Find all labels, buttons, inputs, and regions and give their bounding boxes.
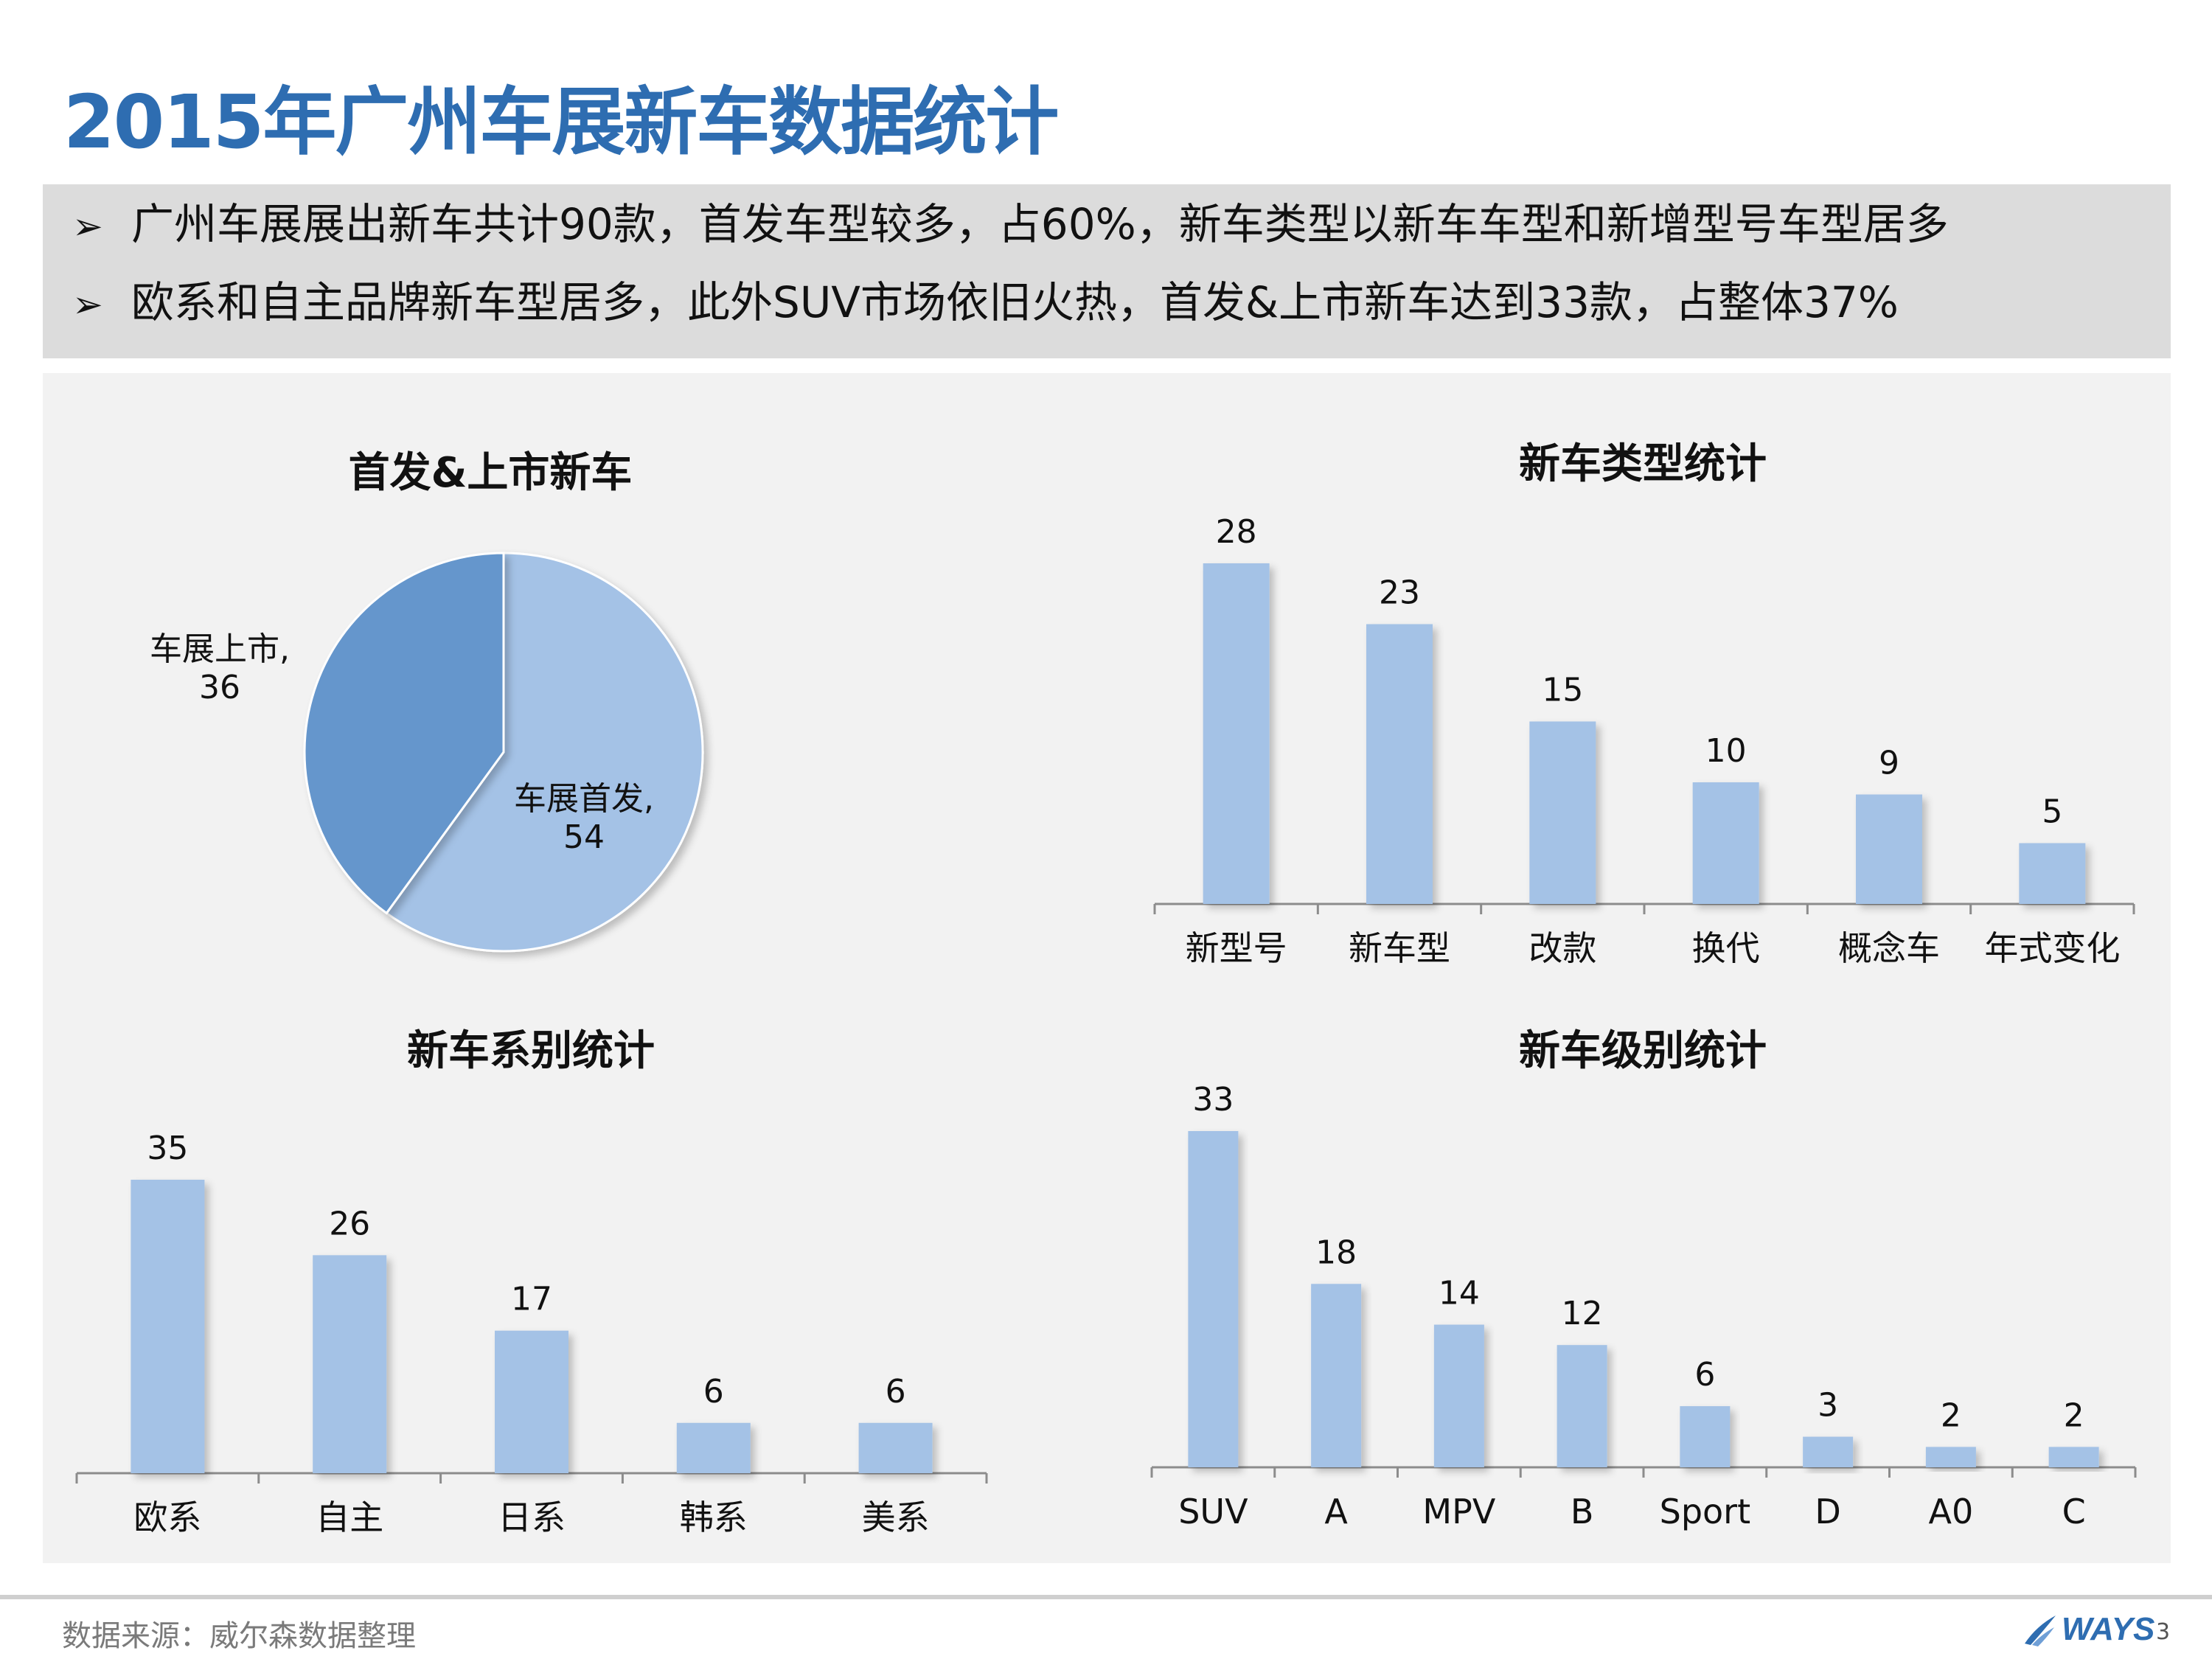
bar-value-label: 6	[703, 1373, 724, 1411]
bar	[1856, 794, 1922, 904]
arrow-bullet-icon: ➢	[72, 205, 103, 248]
bar	[313, 1255, 387, 1473]
logo-text: WAYS	[2062, 1611, 2155, 1647]
bar-value-label: 14	[1439, 1275, 1480, 1312]
bar	[1692, 782, 1759, 904]
x-tick-label: 美系	[862, 1498, 930, 1537]
bar	[2048, 1447, 2099, 1467]
x-tick-label: 自主	[316, 1498, 383, 1537]
bar	[1529, 721, 1596, 904]
pie-slice	[385, 552, 704, 953]
x-tick-label: B	[1571, 1492, 1594, 1531]
bullet-text: 广州车展展出新车共计90款，首发车型较多，占60%，新车类型以新车车型和新增型号…	[131, 199, 1949, 249]
x-tick-label: 韩系	[680, 1498, 748, 1537]
bar	[1311, 1284, 1362, 1467]
chart-title: 新车系别统计	[407, 1027, 655, 1075]
pie-slice-label: 车展上市,	[150, 630, 290, 668]
chart-panel	[43, 373, 2171, 1563]
chart-title: 新车级别统计	[1519, 1027, 1767, 1075]
x-tick-label: 欧系	[133, 1498, 201, 1537]
chart-title: 首发&上市新车	[349, 449, 633, 497]
bar	[1925, 1447, 1976, 1467]
bar	[1803, 1436, 1854, 1467]
bar-value-label: 35	[147, 1130, 188, 1167]
bar-value-label: 12	[1562, 1295, 1603, 1332]
x-tick-label: 新型号	[1186, 928, 1287, 968]
bullet-item: ➢ 广州车展展出新车共计90款，首发车型较多，占60%，新车类型以新车车型和新增型…	[72, 195, 1949, 254]
x-tick-label: Sport	[1660, 1492, 1751, 1531]
bar-value-label: 9	[1879, 745, 1899, 782]
pie-slice-value: 36	[199, 669, 240, 706]
chart-title: 新车类型统计	[1519, 440, 1767, 488]
bar-value-label: 6	[1694, 1356, 1715, 1394]
bar-value-label: 33	[1192, 1081, 1234, 1119]
bullet-item: ➢ 欧系和自主品牌新车型居多，此外SUV市场依旧火热，首发&上市新车达到33款，占…	[72, 273, 1899, 332]
bar	[1203, 563, 1270, 904]
bar-value-label: 3	[1818, 1387, 1838, 1425]
x-tick-label: A0	[1929, 1492, 1974, 1531]
bar-value-label: 10	[1705, 732, 1747, 770]
arrow-bullet-icon: ➢	[72, 283, 103, 326]
x-tick-label: 改款	[1528, 928, 1596, 968]
bar	[676, 1422, 751, 1473]
swoosh-logo-icon	[2025, 1615, 2056, 1646]
x-tick-label: D	[1815, 1492, 1840, 1531]
bar-value-label: 23	[1379, 574, 1420, 612]
x-tick-label: 新车型	[1349, 928, 1450, 968]
bar-value-label: 26	[329, 1205, 370, 1242]
bar	[495, 1330, 568, 1473]
summary-box: ➢ 广州车展展出新车共计90款，首发车型较多，占60%，新车类型以新车车型和新增型…	[43, 184, 2171, 358]
bar-value-label: 28	[1216, 513, 1257, 551]
x-tick-label: 换代	[1692, 928, 1760, 968]
x-tick-label: SUV	[1178, 1492, 1248, 1531]
page-number: 3	[2156, 1619, 2171, 1645]
bar	[1433, 1324, 1484, 1467]
bar-value-label: 17	[511, 1281, 552, 1318]
x-tick-label: A	[1324, 1492, 1348, 1531]
page-title: 2015年广州车展新车数据统计	[63, 79, 1059, 165]
x-tick-label: 年式变化	[1984, 928, 2120, 968]
bar-value-label: 2	[1941, 1397, 1961, 1434]
bar	[858, 1422, 933, 1473]
bar	[1557, 1345, 1607, 1467]
bar-value-label: 5	[2042, 793, 2062, 831]
bar	[1188, 1131, 1239, 1467]
bar	[1680, 1406, 1731, 1467]
bar	[1366, 624, 1433, 904]
x-tick-label: 概念车	[1838, 928, 1940, 968]
ways-logo: WAYS	[2022, 1609, 2154, 1650]
bar-value-label: 18	[1315, 1234, 1357, 1271]
pie-slice	[303, 552, 505, 915]
bar	[2019, 843, 2086, 904]
bar-value-label: 15	[1542, 672, 1583, 709]
bar	[131, 1180, 205, 1473]
bar-value-label: 6	[886, 1373, 906, 1411]
pie-slice-value: 54	[563, 818, 605, 856]
pie-slice-label: 车展首发,	[514, 780, 654, 818]
data-source: 数据来源：威尔森数据整理	[62, 1619, 416, 1653]
x-tick-label: MPV	[1422, 1492, 1495, 1531]
bar-value-label: 2	[2064, 1397, 2084, 1434]
footer-divider	[0, 1595, 2212, 1599]
x-tick-label: 日系	[498, 1498, 566, 1537]
bullet-text: 欧系和自主品牌新车型居多，此外SUV市场依旧火热，首发&上市新车达到33款，占整…	[131, 277, 1899, 327]
x-tick-label: C	[2062, 1492, 2086, 1531]
